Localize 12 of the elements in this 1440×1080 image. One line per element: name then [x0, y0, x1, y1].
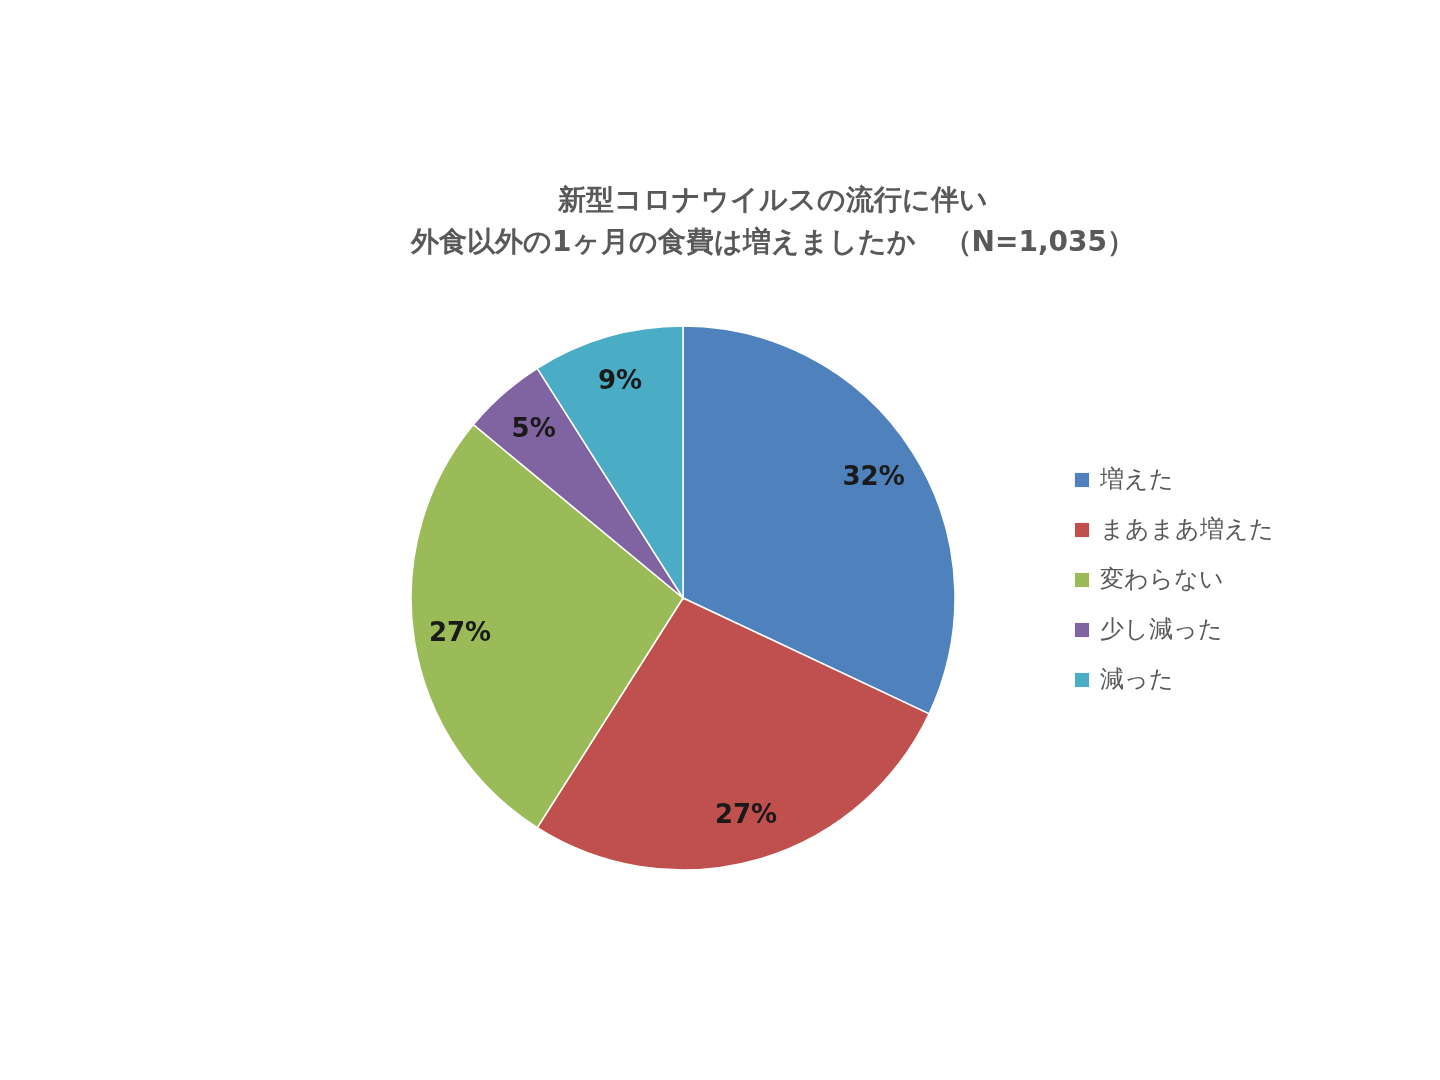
- legend-label: 減った: [1100, 665, 1174, 693]
- legend-label: まあまあ増えた: [1100, 515, 1274, 543]
- legend-label: 変わらない: [1100, 565, 1224, 593]
- data-label: 27%: [428, 617, 492, 648]
- data-label: 9%: [597, 365, 643, 396]
- data-label: 32%: [842, 461, 905, 492]
- chart-title: 新型コロナウイルスの流行に伴い: [557, 183, 988, 216]
- data-label: 5%: [511, 412, 556, 443]
- data-label: 27%: [714, 798, 778, 829]
- chart-subtitle: 外食以外の1ヶ月の食費は増えましたか （N=1,035）: [410, 225, 1135, 258]
- legend-label: 増えた: [1099, 465, 1174, 493]
- legend-label: 少し減った: [1100, 615, 1223, 643]
